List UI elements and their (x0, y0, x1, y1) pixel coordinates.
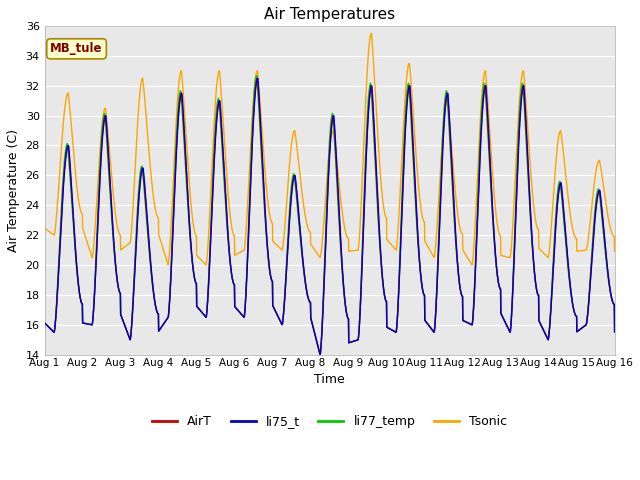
Legend: AirT, li75_t, li77_temp, Tsonic: AirT, li75_t, li77_temp, Tsonic (147, 410, 512, 433)
Title: Air Temperatures: Air Temperatures (264, 7, 395, 22)
Text: MB_tule: MB_tule (51, 42, 103, 55)
Y-axis label: Air Temperature (C): Air Temperature (C) (7, 129, 20, 252)
X-axis label: Time: Time (314, 373, 345, 386)
